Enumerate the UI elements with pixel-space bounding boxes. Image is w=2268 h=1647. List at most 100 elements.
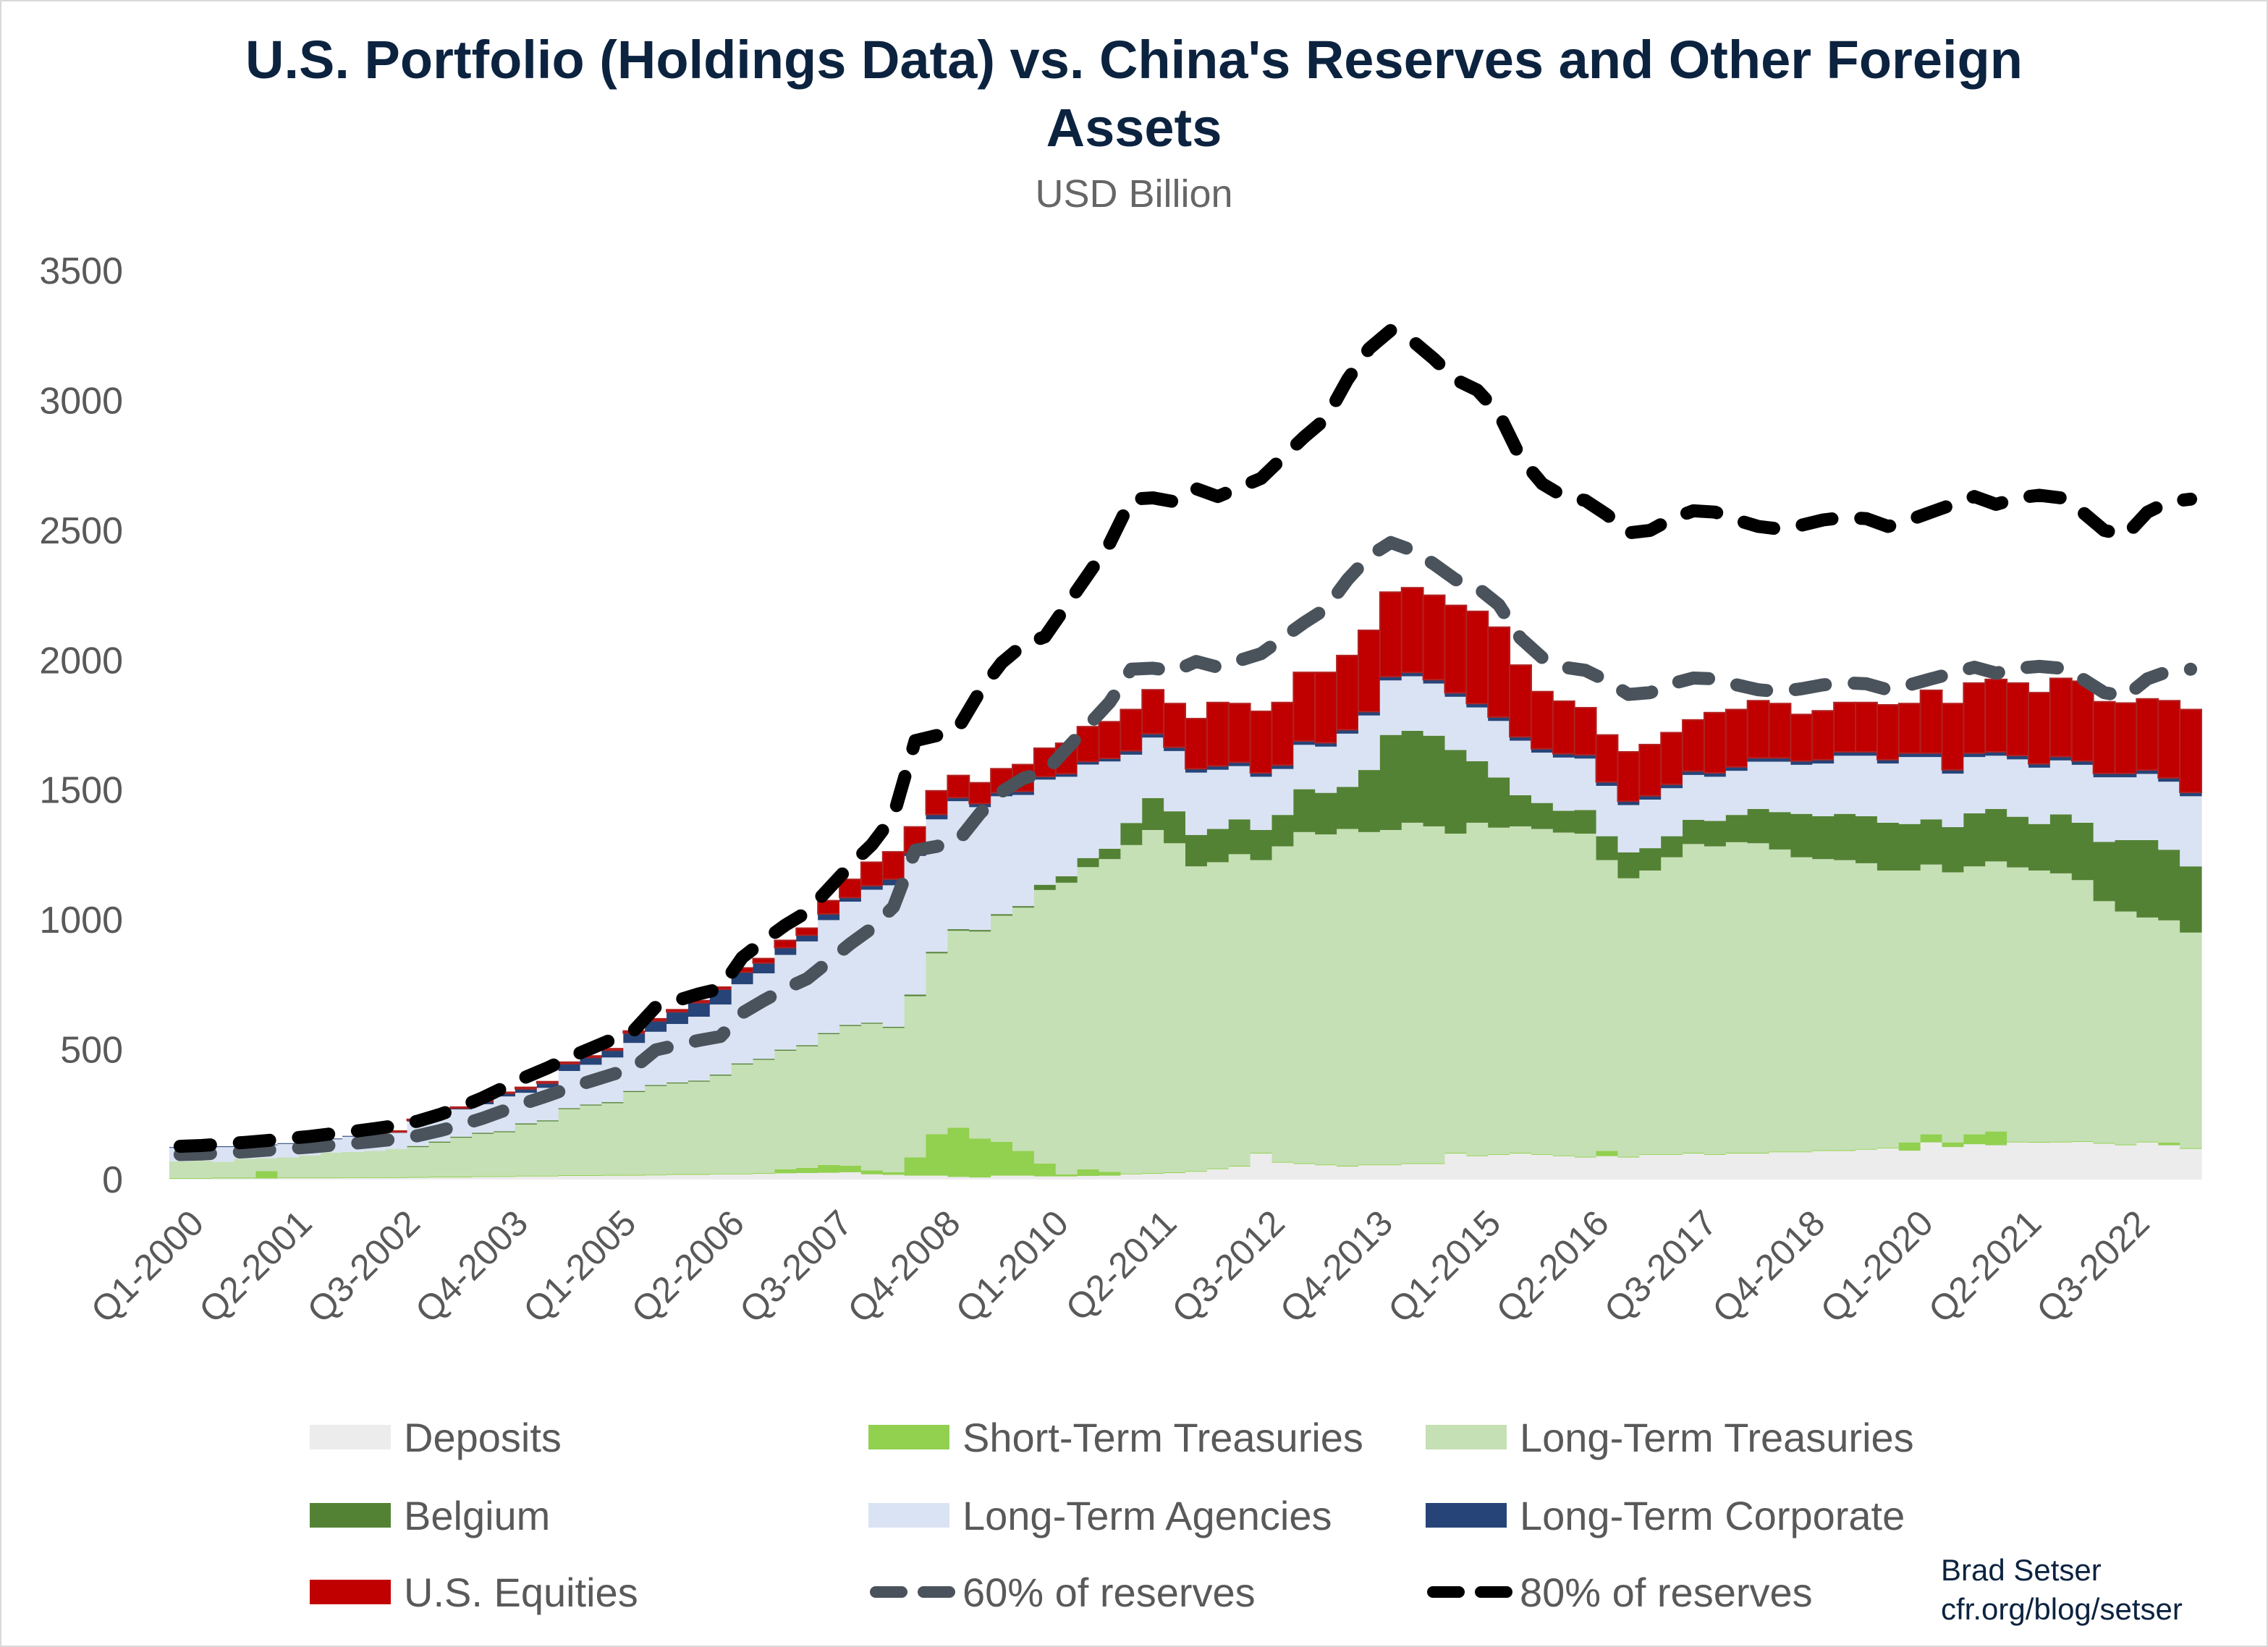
bar-long-term-agencies xyxy=(2071,764,2094,823)
bar-belgium xyxy=(2007,816,2029,868)
bar-long-term-corporate xyxy=(2115,773,2137,778)
bar-deposits xyxy=(1747,1153,1770,1180)
bar-long-term-agencies xyxy=(2093,777,2116,842)
bar-long-term-agencies xyxy=(1704,776,1727,821)
bar-deposits xyxy=(926,1175,948,1180)
bar-deposits xyxy=(1812,1151,1835,1180)
bar-long-term-agencies xyxy=(1055,776,1078,876)
bar-long-term-corporate xyxy=(1552,753,1575,758)
bar-short-term-treasuries xyxy=(1963,1134,1986,1145)
bar-long-term-treasuries xyxy=(2180,932,2202,1148)
bar-u-s-equities xyxy=(1768,703,1792,759)
bar-long-term-agencies xyxy=(796,941,818,1046)
bar-deposits xyxy=(796,1173,818,1180)
bar-long-term-corporate xyxy=(2071,761,2094,765)
x-tick-label: Q3-2022 xyxy=(2028,1203,2157,1331)
bar-belgium xyxy=(1985,808,2007,862)
bar-long-term-agencies xyxy=(1856,755,1878,816)
line-60-of-reserves xyxy=(173,535,2198,1161)
bar-belgium xyxy=(1920,819,1943,865)
bar-deposits xyxy=(1401,1164,1424,1180)
bar-deposits xyxy=(2115,1145,2137,1180)
bar-short-term-treasuries xyxy=(882,1172,905,1175)
bar-belgium xyxy=(1531,803,1554,829)
bar-long-term-treasuries xyxy=(1552,832,1575,1156)
bar-long-term-treasuries xyxy=(428,1143,451,1177)
bar-belgium xyxy=(1012,906,1035,908)
bar-short-term-treasuries xyxy=(321,1177,343,1179)
bar-short-term-treasuries xyxy=(169,1177,192,1179)
bar-short-term-treasuries xyxy=(1834,1150,1856,1151)
bar-long-term-treasuries xyxy=(709,1075,732,1174)
bar-belgium xyxy=(1228,819,1251,855)
bar-short-term-treasuries xyxy=(2115,1144,2137,1146)
bar-short-term-treasuries xyxy=(1012,1151,1035,1176)
x-tick-label: Q2-2001 xyxy=(191,1203,319,1331)
bar-u-s-equities xyxy=(1811,710,1835,761)
bar-u-s-equities xyxy=(1876,704,1900,761)
bar-long-term-agencies xyxy=(1228,766,1251,820)
bar-long-term-treasuries xyxy=(363,1151,386,1177)
bar-long-term-corporate xyxy=(1488,716,1510,721)
bar-deposits xyxy=(1228,1167,1251,1180)
bar-long-term-agencies xyxy=(1099,761,1121,849)
bar-u-s-equities xyxy=(1076,726,1100,763)
bar-short-term-treasuries xyxy=(1531,1153,1554,1155)
x-tick-label: Q1-2000 xyxy=(83,1203,211,1331)
bar-short-term-treasuries xyxy=(2136,1141,2159,1143)
bar-long-term-corporate xyxy=(1769,758,1792,762)
bar-short-term-treasuries xyxy=(947,1127,970,1177)
legend-item-80-of-reserves: 80% of reserves xyxy=(1427,1570,1813,1615)
bar-short-term-treasuries xyxy=(991,1141,1013,1176)
attribution-author: Brad Setser xyxy=(1941,1553,2102,1587)
x-axis: Q1-2000Q2-2001Q3-2002Q4-2003Q1-2005Q2-20… xyxy=(83,1203,2157,1331)
bar-long-term-agencies xyxy=(1531,753,1554,803)
bar-short-term-treasuries xyxy=(1401,1163,1424,1164)
bar-long-term-treasuries xyxy=(190,1161,213,1178)
bar-short-term-treasuries xyxy=(580,1174,603,1176)
bar-short-term-treasuries xyxy=(904,1157,927,1176)
x-tick-label: Q2-2006 xyxy=(624,1203,752,1331)
x-tick-label: Q4-2013 xyxy=(1272,1203,1400,1331)
bar-long-term-corporate xyxy=(1963,753,1986,758)
bar-long-term-corporate xyxy=(818,913,840,920)
bar-belgium xyxy=(1315,792,1337,835)
bar-long-term-agencies xyxy=(2028,767,2051,824)
bar-long-term-corporate xyxy=(2158,777,2180,782)
bar-short-term-treasuries xyxy=(2028,1141,2051,1143)
bar-long-term-corporate xyxy=(839,897,862,902)
bar-long-term-treasuries xyxy=(1920,864,1943,1135)
bar-long-term-treasuries xyxy=(536,1121,559,1176)
bar-long-term-corporate xyxy=(753,962,776,974)
bar-u-s-equities xyxy=(1530,690,1554,750)
bar-deposits xyxy=(991,1175,1013,1180)
bar-deposits xyxy=(169,1178,192,1180)
bar-short-term-treasuries xyxy=(1856,1148,1878,1150)
bar-belgium xyxy=(1942,827,1964,873)
bar-short-term-treasuries xyxy=(1423,1163,1446,1164)
bar-long-term-agencies xyxy=(839,902,862,1025)
bar-short-term-treasuries xyxy=(1574,1156,1597,1158)
bar-deposits xyxy=(882,1174,905,1180)
bar-deposits xyxy=(645,1175,667,1180)
bar-long-term-treasuries xyxy=(1661,857,1683,1154)
bar-deposits xyxy=(2028,1143,2051,1180)
bar-long-term-treasuries xyxy=(321,1152,343,1178)
bar-belgium xyxy=(1683,819,1705,844)
bar-long-term-corporate xyxy=(860,885,884,890)
bar-long-term-treasuries xyxy=(1985,861,2007,1132)
bar-belgium xyxy=(1876,822,1900,871)
bar-deposits xyxy=(1963,1144,1986,1180)
bar-u-s-equities xyxy=(1552,700,1575,755)
y-tick-label: 0 xyxy=(102,1159,123,1201)
bar-deposits xyxy=(2180,1148,2202,1180)
bar-deposits xyxy=(1876,1148,1900,1180)
bar-deposits xyxy=(342,1177,365,1180)
bar-long-term-agencies xyxy=(991,796,1013,915)
bar-long-term-agencies xyxy=(1012,795,1035,907)
bar-deposits xyxy=(1510,1153,1532,1180)
bar-long-term-corporate xyxy=(947,797,970,802)
bar-belgium xyxy=(2136,839,2159,918)
bar-long-term-corporate xyxy=(687,1002,711,1017)
bar-short-term-treasuries xyxy=(1985,1131,2007,1146)
